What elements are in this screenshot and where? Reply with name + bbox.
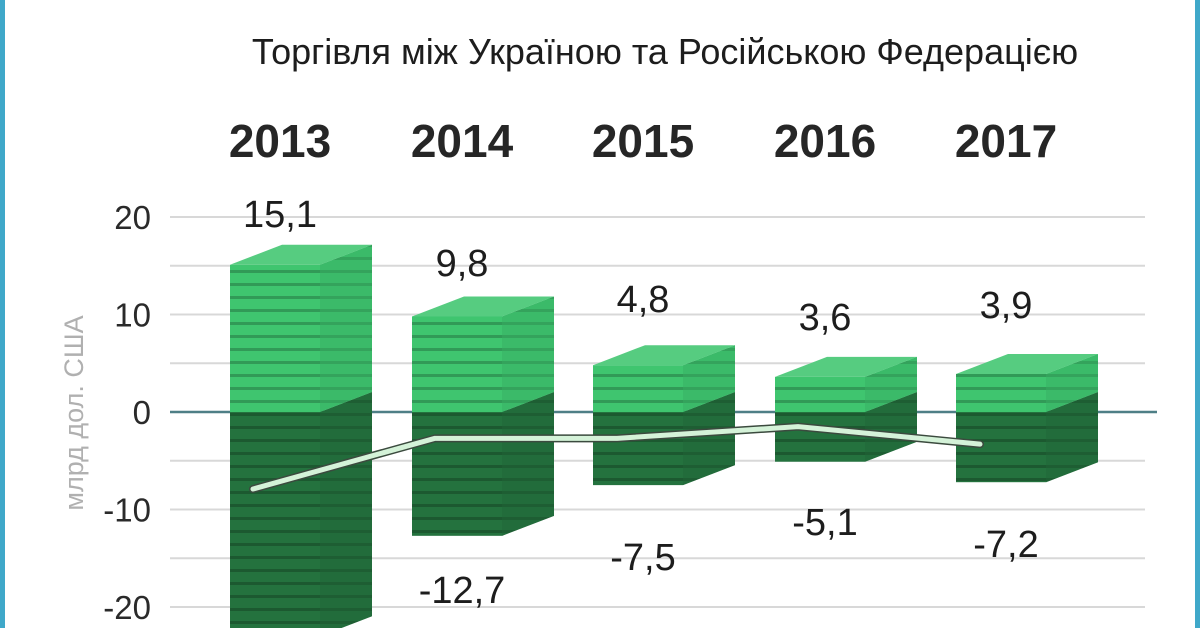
year-label: 2017 [955, 115, 1057, 167]
positive-bar-front [593, 365, 683, 412]
positive-bar-front [956, 373, 1046, 412]
negative-bar [412, 392, 554, 536]
value-label-top: 3,6 [799, 297, 852, 339]
negative-bar-side-stripes [865, 392, 917, 462]
labels: 20 10 0 -10 -20 2013 2014 2015 2016 2017 15,1 9,8 -1… [103, 115, 1057, 626]
negative-bar-side-stripes [683, 392, 735, 486]
y-tick-label: 20 [114, 199, 151, 236]
y-tick-label: -20 [103, 589, 151, 626]
negative-bar-front [775, 412, 865, 462]
negative-bar-front [593, 412, 683, 486]
positive-bar-front [412, 316, 502, 412]
positive-bar-top [593, 345, 735, 366]
positive-bar-top [412, 296, 554, 317]
negative-bar [230, 392, 372, 628]
negative-bar-front [230, 412, 320, 628]
positive-bar [956, 353, 1098, 412]
y-tick-label: -10 [103, 492, 151, 529]
positive-bar-side-stripes [320, 244, 372, 412]
negative-bar-side-stripes [502, 392, 554, 536]
positive-bar-front [230, 264, 320, 412]
negative-bar-side-stripes [1046, 392, 1098, 483]
positive-bar [593, 345, 735, 412]
value-label-top: 4,8 [617, 279, 670, 321]
negative-bar-side-stripes [320, 392, 372, 628]
year-label: 2015 [592, 115, 694, 167]
positive-bar-side-stripes [502, 296, 554, 412]
value-label-bottom: -5,1 [792, 502, 857, 544]
balance-line [250, 424, 983, 492]
positive-bar-side-stripes [865, 356, 917, 412]
value-label-top: 15,1 [243, 194, 317, 236]
chart-frame: Торгівля між Україною та Російською Феде… [5, 0, 1195, 628]
year-label: 2013 [229, 115, 331, 167]
value-label-bottom: -7,5 [610, 537, 675, 579]
positive-bar-top [230, 244, 372, 265]
positive-bar [412, 296, 554, 412]
negative-bar-front [412, 412, 502, 536]
negative-bar [593, 392, 735, 486]
year-label: 2014 [411, 115, 514, 167]
positive-bar [775, 356, 917, 412]
positive-bar-front [775, 376, 865, 412]
positive-bar-top [956, 353, 1098, 374]
balance-line-group [249, 422, 984, 494]
value-label-bottom: -12,7 [419, 570, 506, 612]
year-label: 2016 [774, 115, 876, 167]
trade-chart: Торгівля між Україною та Російською Феде… [59, 31, 1157, 628]
y-tick-label: 10 [114, 297, 151, 334]
positive-bar-top [775, 356, 917, 377]
bars [230, 244, 1098, 628]
positive-bar-side-stripes [683, 345, 735, 412]
positive-bar [230, 244, 372, 412]
negative-bar [775, 392, 917, 462]
y-axis-label: млрд дол. США [59, 315, 89, 510]
chart-title: Торгівля між Україною та Російською Феде… [252, 31, 1078, 72]
value-label-top: 9,8 [436, 243, 489, 285]
value-label-bottom: -7,2 [973, 524, 1038, 566]
positive-bar-side-stripes [1046, 353, 1098, 412]
y-tick-label: 0 [133, 394, 151, 431]
value-label-top: 3,9 [980, 285, 1033, 327]
